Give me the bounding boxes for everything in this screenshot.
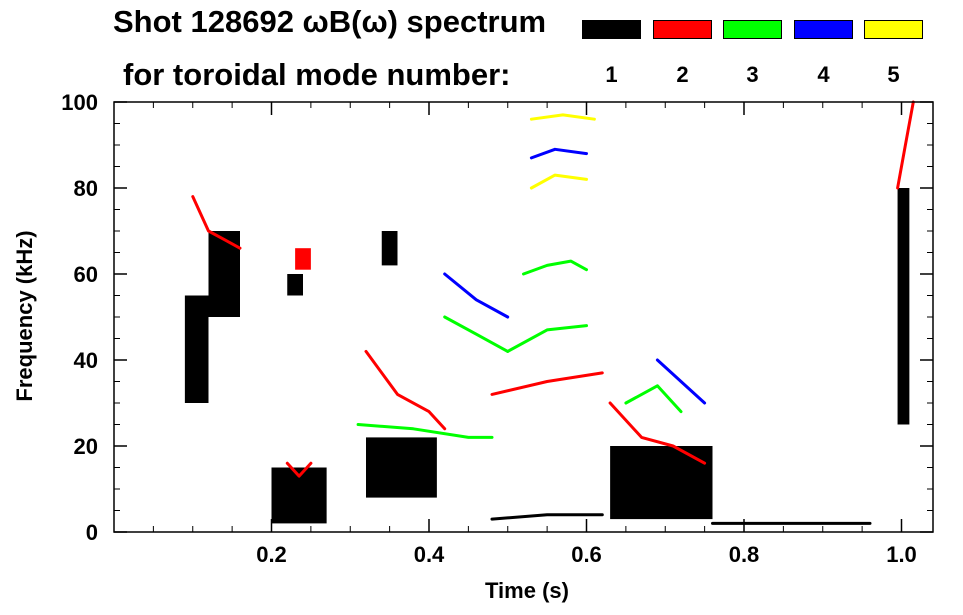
chart-title: Shot 128692 ωB(ω) spectrum bbox=[113, 4, 547, 39]
y-axis-title: Frequency (kHz) bbox=[12, 230, 37, 401]
data-layer bbox=[184, 100, 915, 525]
series-mode-3-segment-18 bbox=[443, 315, 510, 353]
x-tick-label: 0.6 bbox=[571, 542, 602, 567]
series-mode-3-segment-19 bbox=[506, 324, 588, 353]
series-mode-1-segment-3 bbox=[287, 274, 303, 296]
series-mode-2-segment-10 bbox=[191, 195, 242, 250]
y-tick-label: 20 bbox=[74, 434, 98, 459]
legend-label-mode-1: 1 bbox=[605, 62, 618, 87]
series-mode-4-segment-22 bbox=[443, 272, 510, 319]
series-mode-2-segment-11 bbox=[285, 461, 313, 478]
series-mode-2-segment-15 bbox=[608, 401, 707, 465]
legend-swatch-mode-4 bbox=[794, 20, 853, 39]
legend-label-mode-2: 2 bbox=[676, 62, 689, 87]
series-mode-3-segment-20 bbox=[522, 259, 588, 276]
series-mode-1-segment-4 bbox=[366, 437, 437, 498]
x-axis-title: Time (s) bbox=[485, 578, 569, 603]
legend-label-mode-3: 3 bbox=[746, 62, 759, 87]
axes-layer: 0.2 0.4 0.6 0.8 1.0 0 20 40 60 80 100 bbox=[61, 90, 934, 567]
series-mode-2-segment-16 bbox=[896, 100, 915, 190]
y-tick-label: 100 bbox=[61, 90, 98, 115]
y-tick-label: 60 bbox=[74, 262, 98, 287]
series-mode-2-segment-14 bbox=[490, 371, 604, 396]
series-mode-4-segment-24 bbox=[655, 358, 707, 405]
y-tick-label: 40 bbox=[74, 348, 98, 373]
series-mode-1-segment-6 bbox=[490, 513, 604, 521]
legend-label-mode-4: 4 bbox=[817, 62, 830, 87]
series-mode-1-segment-9 bbox=[897, 188, 910, 425]
legend-swatch-mode-2 bbox=[653, 20, 712, 39]
series-mode-1-segment-1 bbox=[208, 231, 240, 317]
x-tick-label: 0.8 bbox=[729, 542, 760, 567]
chart-subtitle: for toroidal mode number: bbox=[123, 57, 511, 92]
legend-label-mode-5: 5 bbox=[887, 62, 900, 87]
series-mode-3-segment-17 bbox=[356, 423, 494, 439]
series-mode-5-segment-25 bbox=[529, 173, 588, 190]
series-mode-2-segment-12 bbox=[295, 248, 311, 270]
y-tick-label: 80 bbox=[74, 176, 98, 201]
series-mode-1-segment-5 bbox=[381, 231, 398, 266]
x-tick-label: 1.0 bbox=[886, 542, 917, 567]
x-tick-label: 0.4 bbox=[414, 542, 445, 567]
y-tick-label: 0 bbox=[86, 520, 98, 545]
series-mode-2-segment-13 bbox=[364, 349, 447, 431]
series-mode-1-segment-0 bbox=[184, 295, 209, 403]
legend-swatch-mode-5 bbox=[864, 20, 923, 39]
x-tick-label: 0.2 bbox=[256, 542, 287, 567]
series-mode-5-segment-26 bbox=[529, 113, 596, 121]
series-mode-4-segment-23 bbox=[529, 147, 588, 160]
series-mode-1-segment-7 bbox=[610, 446, 713, 520]
series-mode-3-segment-21 bbox=[624, 384, 683, 414]
legend-swatch-mode-3 bbox=[723, 20, 782, 39]
legend-swatch-mode-1 bbox=[582, 20, 641, 39]
